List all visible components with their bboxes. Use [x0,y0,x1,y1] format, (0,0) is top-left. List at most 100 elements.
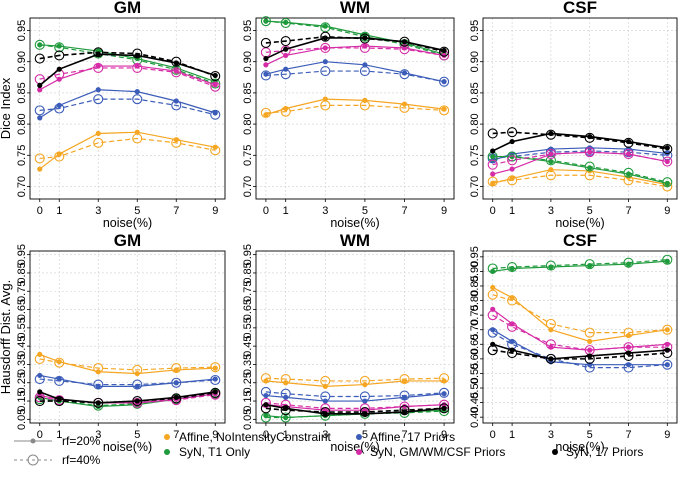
x-tick-label: 0 [263,205,269,217]
x-tick-label: 3 [95,205,101,217]
data-point [212,376,218,382]
data-point [210,109,221,120]
data-point [507,295,518,306]
series-line [492,169,668,186]
series-syn-17-priors-rf40 [34,387,221,408]
data-point [93,94,104,105]
data-point [359,391,370,402]
data-point [487,289,498,300]
data-point [171,363,182,374]
series-affine-17-priors-rf40 [34,374,221,390]
data-point [545,260,556,271]
series-affine-17-priors-rf20 [37,87,218,121]
x-axis-label: noise(%) [555,216,604,230]
series-affine-nointensityconstraint-rf20 [37,129,218,172]
data-point [37,372,43,379]
data-point [95,130,101,137]
data-point [490,148,496,154]
x-tick-label: 0 [263,429,269,441]
x-tick-label: 7 [625,429,631,441]
data-point [263,402,269,408]
y-tick-label: 0.75 [16,145,28,166]
data-point [359,33,370,44]
y-tick-label: 0.80 [469,113,481,134]
series-line [39,378,216,386]
series-syn-gm-wm-csf-priors-rf40 [487,310,673,356]
series-line [492,294,668,334]
data-point [507,155,518,166]
data-point [507,175,518,186]
data-point [210,362,221,373]
data-point [623,350,634,361]
data-point [487,159,498,170]
data-point [171,377,182,388]
data-point [263,62,269,68]
legend-syn-t1only-dot [164,449,170,455]
data-point [34,153,45,164]
data-point [132,379,143,390]
data-point [545,149,556,160]
data-point [439,373,450,384]
x-tick-label: 3 [548,429,554,441]
data-point [439,46,450,57]
y-tick-label: 0.75 [469,145,481,166]
plot-frame [482,17,678,200]
data-point [210,374,221,386]
data-point [662,254,673,265]
data-point [56,66,62,72]
data-point [664,258,670,264]
x-tick-label: 7 [625,205,631,217]
data-point [441,52,447,59]
data-point [320,66,331,77]
panels-layer: GM0.700.750.800.850.900.950 1 3 5 7 9noise(%)… [0,0,678,454]
y-tick-label: 0.25 [16,372,28,393]
data-point [662,359,673,370]
y-tick-label: 0.45 [16,335,28,356]
series-line [265,402,445,409]
data-point [487,327,498,338]
data-point [280,106,291,117]
data-point [260,373,271,384]
data-point [664,362,670,368]
y-tick-label: 0.65 [16,299,28,320]
x-tick-label: 1 [509,429,515,441]
data-point [662,324,673,335]
y-tick-label: 0.05 [16,409,28,430]
data-point [132,48,143,59]
series-line [492,155,668,183]
panel-title: CSF [563,0,597,17]
data-point [37,166,43,172]
y-tick-label: 0.70 [16,176,28,197]
data-point [95,369,101,375]
series-line [39,131,216,170]
series-line [39,44,216,85]
series-line [492,174,668,188]
data-point [54,50,65,61]
x-tick-label: 9 [441,205,447,217]
x-tick-label: 1 [283,429,289,441]
data-point [545,170,556,181]
data-point [664,145,670,151]
y-tick-label: 0.90 [469,261,481,282]
data-point [359,100,370,111]
data-point [487,128,498,139]
series-line [265,380,445,388]
x-tick-label: 5 [134,429,140,441]
series-line [265,393,445,402]
series-affine-nointensityconstraint-rf40 [487,170,673,192]
data-point [210,387,221,398]
data-point [280,405,291,416]
data-point [623,137,634,148]
y-tick-label: 0.15 [16,390,28,411]
y-axis-label: Hausdorff Dist. Avg. [0,280,13,394]
data-point [623,327,634,338]
data-point [283,46,289,52]
series-affine-nointensityconstraint-rf40 [34,353,221,375]
data-point [93,137,104,148]
x-tick-label: 0 [490,205,496,217]
series-line [39,51,216,77]
data-point [34,374,45,385]
x-tick-label: 0 [37,205,43,217]
data-point [584,327,595,338]
data-point [132,133,143,144]
